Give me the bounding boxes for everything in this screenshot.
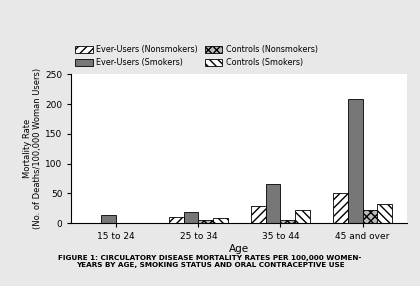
Bar [348, 99, 362, 223]
Bar [184, 212, 198, 223]
X-axis label: Age: Age [229, 244, 249, 254]
Bar [295, 210, 310, 223]
Bar [213, 218, 228, 223]
Bar [251, 206, 266, 223]
Bar [102, 215, 116, 223]
Bar [281, 220, 295, 223]
Bar [169, 217, 184, 223]
Bar [362, 210, 377, 223]
Bar [333, 193, 348, 223]
Bar [377, 204, 392, 223]
Bar [266, 184, 281, 223]
Legend: Ever-Users (Nonsmokers), Ever-Users (Smokers), Controls (Nonsmokers), Controls (: Ever-Users (Nonsmokers), Ever-Users (Smo… [76, 45, 318, 67]
Y-axis label: Mortality Rate
(No. of Deaths/100,000 Woman Users): Mortality Rate (No. of Deaths/100,000 Wo… [23, 68, 42, 229]
Text: FIGURE 1: CIRCULATORY DISEASE MORTALITY RATES PER 100,000 WOMEN-
YEARS BY AGE, S: FIGURE 1: CIRCULATORY DISEASE MORTALITY … [58, 255, 362, 267]
Bar [198, 220, 213, 223]
